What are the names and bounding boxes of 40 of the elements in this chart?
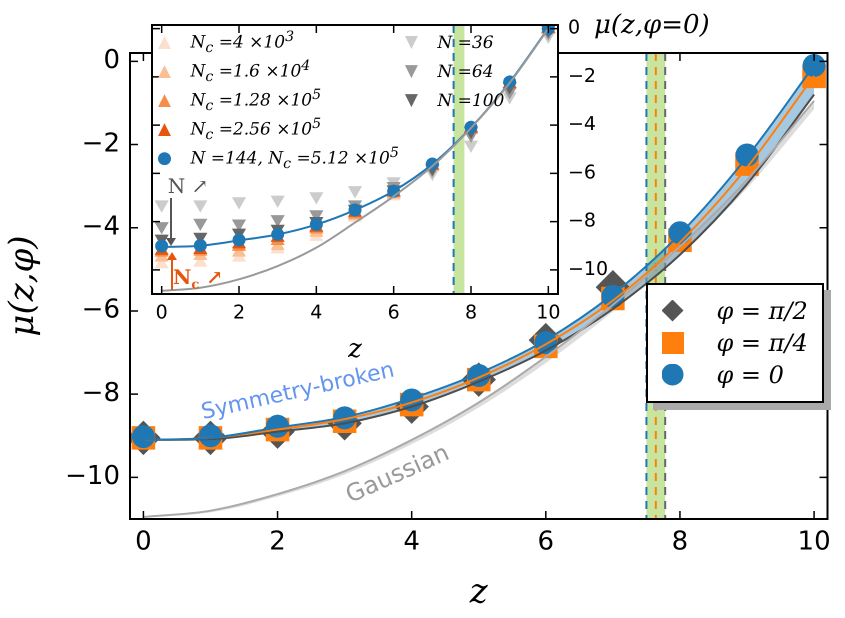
legend-label: φ = π/4 [716, 328, 808, 356]
y-tick-label: 0 [568, 16, 580, 39]
y-tick-label: −6 [82, 294, 120, 325]
x-tick-label: 0 [135, 526, 152, 556]
x-tick-label: 6 [538, 526, 554, 556]
x-axis-title: z [468, 571, 489, 612]
y-tick-label: −8 [82, 378, 120, 408]
x-axis-title: z [347, 334, 362, 364]
y-tick-label: 0 [103, 45, 120, 76]
y-tick-label: −2 [82, 128, 120, 158]
legend-label: N =100 [437, 90, 504, 111]
x-tick-label: 10 [798, 526, 831, 556]
legend-label: φ = 0 [716, 360, 784, 388]
legend-label: N =64 [437, 62, 494, 82]
legend-label: N =144, N$_{c}$ =5.12 ×10$^{5}$ [190, 145, 399, 172]
legend-label: N$_{c}$ =1.28 ×10$^{5}$ [190, 87, 322, 114]
y-tick-label: −10 [568, 258, 608, 280]
x-tick-label: 4 [403, 526, 420, 556]
legend-label: N$_{c}$ =2.56 ×10$^{5}$ [190, 116, 322, 144]
x-tick-label: 6 [388, 301, 400, 324]
y-tick-label: −6 [568, 161, 596, 184]
x-tick-label: 8 [672, 526, 688, 556]
annotation: N ↗ [168, 174, 208, 198]
y-axis-title: μ(z,φ=0) [594, 10, 710, 40]
legend-label: N$_{c}$ =1.6 ×10$^{4}$ [190, 58, 310, 86]
legend-label: N =36 [437, 32, 494, 53]
x-tick-label: 10 [536, 301, 560, 324]
y-axis-title: μ(z,φ) [2, 235, 42, 337]
legend-label: φ = π/2 [716, 296, 808, 324]
legend-label: N$_{c}$ =4 ×10$^{3}$ [190, 29, 294, 56]
x-tick-label: 2 [269, 526, 286, 556]
x-tick-label: 4 [310, 301, 322, 324]
y-tick-label: −4 [82, 212, 120, 242]
x-tick-label: 8 [464, 301, 478, 324]
y-tick-label: −2 [568, 64, 596, 87]
x-tick-label: 0 [156, 301, 168, 324]
y-tick-label: −8 [568, 210, 596, 232]
y-tick-label: −4 [568, 113, 596, 136]
y-tick-label: −10 [65, 461, 120, 492]
x-tick-label: 2 [232, 301, 246, 324]
